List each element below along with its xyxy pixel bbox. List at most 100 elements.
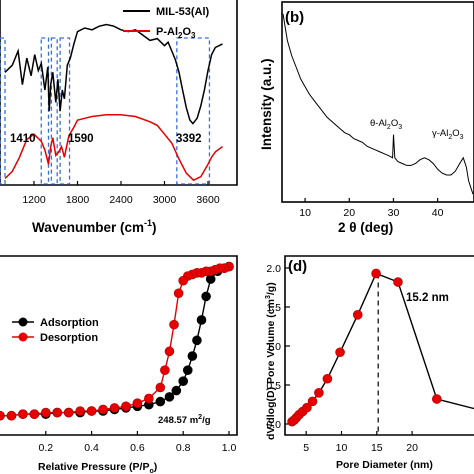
panel-d-y-tick-label-2: 1.0: [266, 341, 281, 353]
panel-d-label: (d): [288, 258, 307, 275]
pore-point-8: [322, 373, 333, 384]
panel-d: 0.0 0.5 1.0 1.5 2.0 5 10 15 20 (d) 15.2 nm Pore …: [265, 255, 474, 471]
isotherm-point-1-20: [98, 404, 108, 415]
pore-point-13: [432, 394, 442, 404]
annotation-1410: 1410: [10, 133, 36, 145]
pore-point-10: [352, 309, 363, 320]
isotherm-point-1-24: [52, 407, 63, 418]
panel-c-x-tick-label-0: 0.2: [38, 442, 53, 454]
isotherm-point-0-19: [187, 351, 198, 361]
panel-b-x-tick-label-3: 40: [432, 207, 444, 219]
panel-a-series: [4, 23, 223, 182]
highlight-box-3: [176, 37, 211, 185]
highlight-box-2: [59, 37, 71, 185]
panel-a-x-tick-label-4: 3600: [196, 194, 220, 206]
pore-point-7: [314, 387, 324, 398]
panel-d-series: [287, 268, 474, 435]
xrd-pattern-line-0: [282, 13, 474, 195]
panel-d-x-tick-label-1: 10: [336, 442, 348, 454]
panel-c: 0.2 0.4 0.6 0.8 1.0 Adsorption Desorption 24…: [0, 255, 238, 474]
isotherm-point-1-11: [173, 288, 184, 299]
panel-d-y-tick-label-0: 0.0: [266, 419, 281, 431]
highlight-box-edge: [0, 37, 6, 185]
annotation-gamma-al2o3: γ-Al2O3: [432, 128, 464, 141]
isotherm-point-0-21: [196, 315, 207, 325]
panel-d-x-tick-label-2: 15: [371, 442, 383, 454]
isotherm-point-1-18: [121, 401, 131, 412]
isotherm-point-1-25: [40, 407, 51, 418]
panel-c-x-tick-label-1: 0.4: [84, 442, 99, 454]
panel-b-label: (b): [285, 9, 304, 26]
isotherm-point-1-28: [6, 410, 17, 421]
isotherm-point-1-10: [178, 275, 188, 286]
isotherm-point-1-19: [109, 403, 120, 413]
pore-point-6: [307, 396, 318, 407]
panel-d-y-tick-label-4: 2.0: [266, 263, 281, 275]
isotherm-point-1-13: [164, 346, 175, 357]
isotherm-point-1-21: [86, 406, 97, 416]
panel-c-x-tick-label-4: 1.0: [222, 442, 237, 454]
isotherm-point-0-17: [178, 376, 188, 386]
panel-b-x-tick-label-1: 20: [343, 207, 355, 219]
isotherm-point-1-22: [75, 406, 85, 416]
panel-c-x-axis-label: Relative Pressure (P/Po): [38, 461, 157, 474]
panel-d-y-axis-label: dV/dlog(D) Pore Volume (cm3/g): [265, 282, 277, 440]
panel-a-axes: [0, 0, 238, 186]
isotherm-point-1-12: [169, 319, 179, 330]
panel-a-x-tick-label-2: 2400: [109, 194, 133, 206]
panel-d-ticks: 0.0 0.5 1.0 1.5 2.0 5 10 15 20: [266, 263, 418, 454]
panel-b-y-axis-label: Intensity (a.u.): [259, 58, 274, 150]
legend-label-desorption: Desorption: [40, 332, 98, 344]
isotherm-point-1-14: [160, 365, 170, 375]
legend-label-pal2o3: P-Al2O3: [156, 26, 196, 40]
panel-a-x-tick-label-1: 1800: [66, 194, 90, 206]
isotherm-point-0-22: [201, 291, 211, 302]
panel-c-axes: [0, 255, 238, 436]
isotherm-point-0-14: [155, 396, 166, 407]
panel-b: 10 20 30 40 (b) 2 θ (deg) Intensity (a.u.) …: [259, 1, 474, 235]
annotation-1590: 1590: [68, 133, 94, 145]
pore-point-12: [393, 277, 403, 287]
panel-d-y-tick-label-1: 0.5: [266, 380, 281, 392]
panel-b-axes: [281, 1, 474, 203]
panel-a-x-tick-label-3: 3000: [153, 194, 177, 206]
panel-b-series: [282, 13, 474, 195]
panel-c-legend: Adsorption Desorption: [12, 317, 99, 344]
annotation-peak-diameter: 15.2 nm: [406, 292, 449, 304]
annotation-3392: 3392: [176, 133, 202, 145]
isotherm-point-1-17: [132, 398, 143, 408]
legend-marker-adsorption: [18, 317, 28, 327]
panel-a-x-axis-label: Wavenumber (cm-1): [32, 218, 157, 235]
panel-d-x-tick-label-3: 20: [406, 442, 418, 454]
isotherm-point-1-29: [0, 410, 5, 421]
panel-c-x-ticks: 0.2 0.4 0.6 0.8 1.0: [38, 431, 236, 454]
panel-c-series: [0, 261, 234, 421]
isotherm-point-0-15: [164, 392, 175, 402]
annotation-theta-al2o3: θ-Al2O3: [370, 118, 402, 131]
pore-point-11: [371, 268, 381, 279]
pore-point-9: [335, 347, 345, 358]
series-line-0: [4, 23, 223, 125]
panel-c-x-tick-label-3: 0.8: [176, 442, 191, 454]
isotherm-point-0-20: [192, 335, 202, 346]
pore-point-5: [302, 402, 312, 413]
panel-d-x-tick-label-0: 5: [303, 442, 309, 454]
panel-b-x-tick-label-0: 10: [299, 207, 311, 219]
panel-a-x-tick-label-0: 1200: [22, 194, 46, 206]
isotherm-point-0-16: [171, 385, 182, 396]
isotherm-point-1-15: [155, 382, 166, 393]
series-line-1: [4, 113, 223, 182]
panel-b-x-ticks: 10 20 30 40: [299, 198, 444, 219]
isotherm-point-1-23: [63, 407, 74, 418]
panel-a-x-ticks: 1200 1800 2400 3000 3600: [22, 181, 220, 206]
isotherm-point-1-26: [29, 409, 40, 419]
panel-b-x-tick-label-2: 30: [388, 207, 400, 219]
panel-b-x-axis-label: 2 θ (deg): [338, 220, 393, 235]
panel-d-x-axis-label: Pore Diameter (nm): [336, 459, 433, 471]
panel-a-highlight-boxes: [0, 37, 211, 185]
annotation-surface-area: 248.57 m2/g: [158, 414, 211, 426]
panel-d-y-tick-label-3: 1.5: [266, 302, 281, 314]
legend-label-adsorption: Adsorption: [40, 317, 99, 329]
panel-c-x-tick-label-2: 0.6: [130, 442, 145, 454]
